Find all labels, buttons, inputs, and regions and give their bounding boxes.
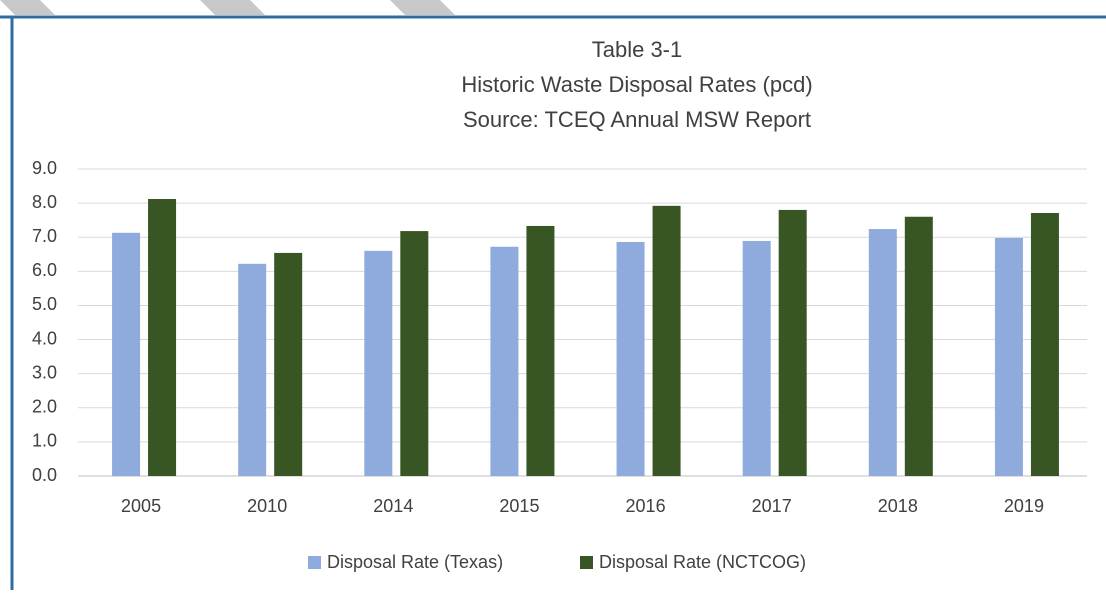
legend-swatch [308,556,321,569]
y-tick-label: 0.0 [32,465,57,485]
y-tick-label: 2.0 [32,397,57,417]
labels: 0.0 1.0 2.0 3.0 4.0 5.0 6.0 7.0 8.0 9.0 2005 2010 20… [32,158,1044,516]
x-tick-label: 2014 [373,496,413,516]
y-tick-label: 7.0 [32,226,57,246]
bar [994,237,1023,476]
x-tick-label: 2019 [1004,496,1044,516]
y-tick-label: 3.0 [32,362,57,382]
bar [490,246,519,476]
bar [1030,213,1059,476]
y-tick-label: 5.0 [32,294,57,314]
grid [78,168,1087,477]
y-tick-label: 1.0 [32,431,57,451]
x-tick-label: 2016 [626,496,666,516]
legend-label: Disposal Rate (NCTCOG) [599,552,806,572]
y-tick-label: 8.0 [32,192,57,212]
y-tick-label: 9.0 [32,158,57,178]
legend-swatch [580,556,593,569]
bar [904,216,933,476]
bar [652,205,681,476]
bar [238,263,267,476]
legend: Disposal Rate (Texas) Disposal Rate (NCTC… [308,552,806,572]
y-tick-label: 4.0 [32,328,57,348]
bar [364,250,393,476]
x-tick-label: 2010 [247,496,287,516]
chart-title: Table 3-1 [592,37,683,62]
bar [148,199,177,477]
legend-label: Disposal Rate (Texas) [327,552,503,572]
x-tick-label: 2005 [121,496,161,516]
bar [274,252,303,476]
bars [112,199,1059,477]
bar [400,231,429,476]
bar [868,229,897,476]
bar [616,241,645,476]
chart-title: Source: TCEQ Annual MSW Report [463,107,811,132]
x-tick-label: 2018 [878,496,918,516]
bar [526,225,555,476]
x-tick-label: 2017 [752,496,792,516]
y-tick-label: 6.0 [32,260,57,280]
title-group: Table 3-1 Historic Waste Disposal Rates (… [461,37,812,132]
chart-title: Historic Waste Disposal Rates (pcd) [461,72,812,97]
x-tick-label: 2015 [499,496,539,516]
bar [778,209,807,476]
bar [742,240,771,476]
bar [112,232,141,476]
